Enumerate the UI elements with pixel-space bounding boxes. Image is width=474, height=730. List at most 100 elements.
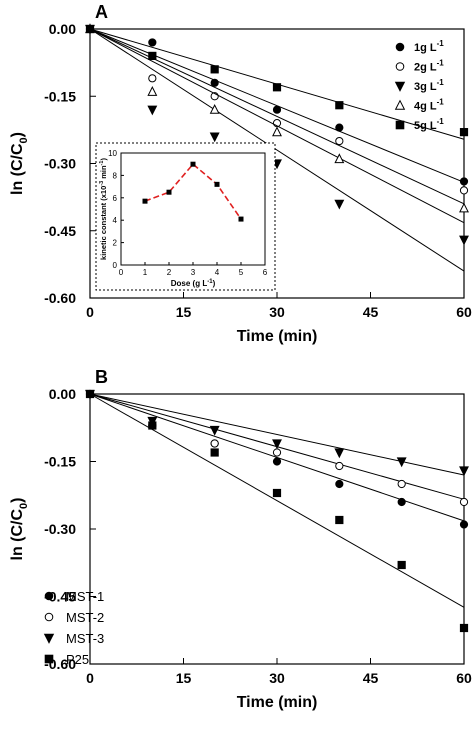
- x-tick-label: 30: [269, 670, 285, 686]
- data-point: [85, 389, 95, 399]
- x-tick-label: 45: [363, 304, 379, 320]
- data-point: [148, 38, 157, 47]
- data-point: [272, 439, 282, 450]
- series-3: [85, 389, 469, 633]
- inset-point: [142, 198, 148, 204]
- legend-label: 5g L-1: [414, 117, 444, 132]
- data-point: [459, 186, 469, 195]
- data-point: [335, 461, 344, 471]
- legend-label: P25: [66, 652, 89, 667]
- data-point: [148, 51, 157, 60]
- y-tick-label: -0.30: [44, 156, 76, 172]
- data-point: [209, 425, 220, 436]
- x-tick-label: 0: [86, 304, 94, 320]
- legend-marker: [395, 42, 405, 52]
- data-point: [334, 199, 345, 210]
- x-tick-label: 45: [363, 670, 379, 686]
- data-point: [459, 177, 469, 186]
- data-point: [210, 439, 219, 448]
- inset-y-tick-label: 2: [113, 239, 118, 248]
- legend-label: 1g L-1: [414, 39, 444, 54]
- fit-line: [89, 393, 465, 608]
- inset-x-tick-label: 0: [119, 268, 124, 277]
- data-point: [335, 515, 344, 525]
- legend-marker: [44, 612, 54, 622]
- data-point: [459, 202, 469, 213]
- inset-chart: 0 1 2 3 4 5 6 0 2 4 6 8 10 Dose (g L-1) kinetic consta…: [95, 142, 276, 291]
- legend-marker: [395, 120, 405, 130]
- inset-point: [190, 161, 196, 167]
- y-tick-label: 0.00: [49, 386, 76, 402]
- data-point: [459, 520, 469, 529]
- inset-x-tick-label: 2: [167, 268, 172, 277]
- inset-point: [214, 181, 220, 187]
- x-tick-label: 15: [176, 670, 192, 686]
- data-point: [147, 105, 158, 116]
- data-point: [210, 78, 219, 87]
- x-tick-label: 30: [269, 304, 285, 320]
- legend: MST-1 MST-2 MST-3 P25: [43, 589, 104, 667]
- x-tick-label: 15: [176, 304, 192, 320]
- legend-label: 2g L-1: [414, 59, 444, 74]
- y-tick-label: -0.15: [44, 88, 76, 104]
- inset-point: [238, 216, 244, 222]
- legend-marker: [43, 633, 55, 644]
- data-point: [396, 457, 407, 468]
- legend-marker: [394, 99, 406, 110]
- data-point: [209, 103, 220, 114]
- data-point: [334, 153, 345, 164]
- y-tick-label: -0.45: [44, 589, 76, 605]
- legend-label: MST-2: [66, 610, 104, 625]
- legend-label: MST-3: [66, 631, 104, 646]
- data-point: [459, 128, 469, 137]
- legend-label: 4g L-1: [414, 98, 444, 113]
- data-point: [272, 488, 282, 498]
- y-tick-label: -0.30: [44, 521, 76, 537]
- data-point: [335, 479, 344, 489]
- data-point: [459, 497, 469, 507]
- inset-y-tick-label: 0: [113, 261, 118, 270]
- inset-y-tick-label: 6: [113, 194, 118, 203]
- data-point: [148, 74, 157, 83]
- data-point: [459, 466, 469, 477]
- data-point: [85, 24, 95, 34]
- legend-label: MST-1: [66, 589, 104, 604]
- data-point: [209, 132, 220, 143]
- data-point: [335, 123, 344, 132]
- data-point: [335, 101, 344, 110]
- data-point: [210, 65, 219, 74]
- fit-line: [89, 28, 465, 272]
- x-tick-label: 60: [456, 670, 472, 686]
- data-point: [397, 497, 406, 507]
- data-point: [272, 457, 282, 466]
- data-point: [272, 83, 282, 92]
- data-point: [459, 623, 469, 633]
- inset-x-tick-label: 1: [143, 268, 148, 277]
- inset-y-title: kinetic constant (x10-3 min-1): [99, 158, 108, 260]
- legend-label: 3g L-1: [414, 78, 444, 93]
- inset-y-tick-label: 8: [113, 171, 118, 180]
- inset-x-tick-label: 3: [191, 268, 196, 277]
- y-tick-label: -0.15: [44, 454, 76, 470]
- data-point: [335, 136, 344, 146]
- y-axis-title: ln (C/C0): [9, 498, 30, 561]
- x-tick-label: 0: [86, 670, 94, 686]
- inset-x-tick-label: 4: [215, 268, 220, 277]
- legend: 1g L-1 2g L-1 3g L-1 4g L-1 5g L-1: [394, 39, 444, 132]
- data-point: [147, 86, 158, 96]
- legend-marker: [44, 591, 54, 601]
- data-point: [459, 235, 469, 246]
- data-point: [397, 560, 406, 570]
- y-tick-label: 0.00: [49, 21, 76, 37]
- data-point: [334, 448, 345, 459]
- data-point: [272, 126, 282, 137]
- inset-y-tick-label: 10: [108, 149, 117, 158]
- inset-x-tick-label: 5: [239, 268, 244, 277]
- data-point: [272, 105, 282, 114]
- x-tick-label: 60: [456, 304, 472, 320]
- inset-x-tick-label: 6: [263, 268, 268, 277]
- legend-marker: [395, 62, 405, 71]
